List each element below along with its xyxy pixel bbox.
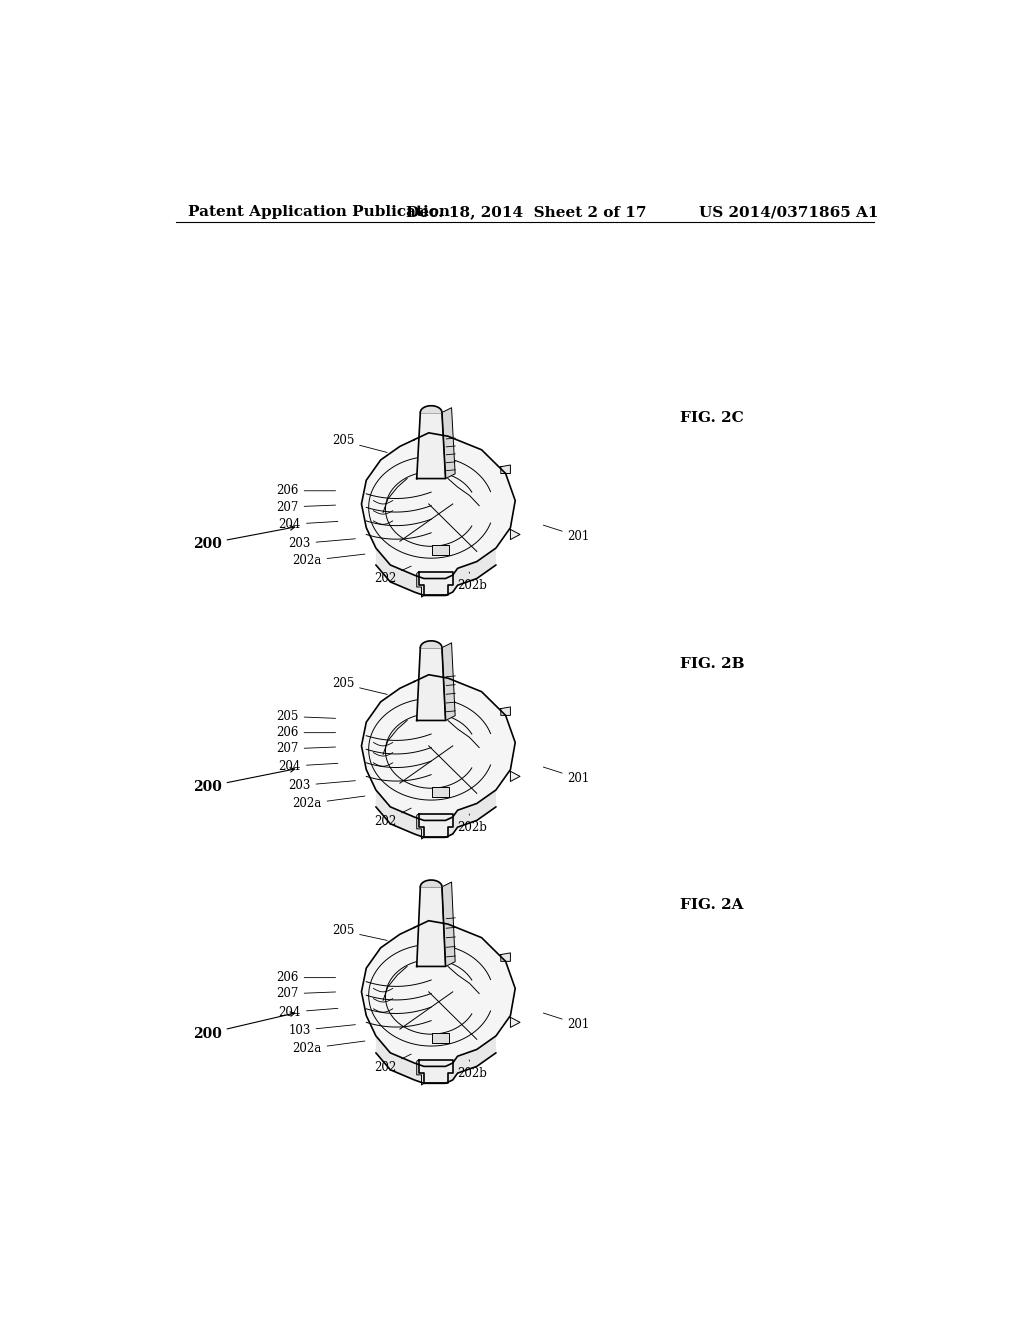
Polygon shape xyxy=(420,642,442,648)
Text: 203: 203 xyxy=(288,779,355,792)
Text: Patent Application Publication: Patent Application Publication xyxy=(187,206,450,219)
Polygon shape xyxy=(419,1060,453,1084)
Text: FIG. 2B: FIG. 2B xyxy=(680,656,744,671)
Text: 200: 200 xyxy=(193,1012,295,1040)
Polygon shape xyxy=(432,1032,450,1043)
Polygon shape xyxy=(420,880,442,887)
Text: 202b: 202b xyxy=(457,814,486,834)
Text: FIG. 2A: FIG. 2A xyxy=(680,899,743,912)
Text: 202: 202 xyxy=(374,808,412,828)
Polygon shape xyxy=(432,545,450,554)
Text: US 2014/0371865 A1: US 2014/0371865 A1 xyxy=(699,206,879,219)
Text: 201: 201 xyxy=(544,525,590,543)
Text: 200: 200 xyxy=(193,768,295,793)
Text: 205: 205 xyxy=(276,710,336,723)
Polygon shape xyxy=(501,953,510,961)
Text: 202a: 202a xyxy=(293,1041,365,1055)
Text: 103: 103 xyxy=(288,1024,355,1038)
Text: 202: 202 xyxy=(374,1055,412,1073)
Text: 203: 203 xyxy=(288,537,355,550)
Text: 202b: 202b xyxy=(457,1060,486,1080)
Polygon shape xyxy=(501,708,510,715)
Text: 206: 206 xyxy=(276,726,336,739)
Text: 207: 207 xyxy=(276,742,336,755)
Polygon shape xyxy=(376,548,496,595)
Polygon shape xyxy=(442,882,455,966)
Text: 202: 202 xyxy=(374,566,412,585)
Text: 204: 204 xyxy=(279,517,338,531)
Text: 207: 207 xyxy=(276,987,336,1001)
Text: 206: 206 xyxy=(276,484,336,498)
Text: 207: 207 xyxy=(276,500,336,513)
Text: 204: 204 xyxy=(279,760,338,772)
Polygon shape xyxy=(376,1036,496,1084)
Text: 205: 205 xyxy=(332,677,387,694)
Polygon shape xyxy=(510,771,520,781)
Text: 204: 204 xyxy=(279,1006,338,1019)
Polygon shape xyxy=(361,921,515,1067)
Text: Dec. 18, 2014  Sheet 2 of 17: Dec. 18, 2014 Sheet 2 of 17 xyxy=(406,206,646,219)
Polygon shape xyxy=(442,408,455,479)
Text: 202b: 202b xyxy=(457,572,486,591)
Text: 205: 205 xyxy=(332,434,387,453)
Text: 206: 206 xyxy=(276,972,336,985)
Text: 202a: 202a xyxy=(293,796,365,810)
Polygon shape xyxy=(417,413,445,479)
Polygon shape xyxy=(376,789,496,837)
Polygon shape xyxy=(432,787,450,797)
Polygon shape xyxy=(510,529,520,540)
Text: 201: 201 xyxy=(544,767,590,785)
Polygon shape xyxy=(361,675,515,821)
Polygon shape xyxy=(417,887,445,966)
Polygon shape xyxy=(417,648,445,721)
Text: FIG. 2C: FIG. 2C xyxy=(680,411,743,425)
Text: 205: 205 xyxy=(332,924,387,940)
Polygon shape xyxy=(510,1018,520,1027)
Text: 202a: 202a xyxy=(293,554,365,568)
Text: 200: 200 xyxy=(193,525,295,550)
Text: 201: 201 xyxy=(544,1012,590,1031)
Polygon shape xyxy=(501,465,510,474)
Polygon shape xyxy=(420,405,442,413)
Polygon shape xyxy=(442,643,455,721)
Polygon shape xyxy=(419,813,453,837)
Polygon shape xyxy=(361,433,515,578)
Polygon shape xyxy=(419,572,453,595)
